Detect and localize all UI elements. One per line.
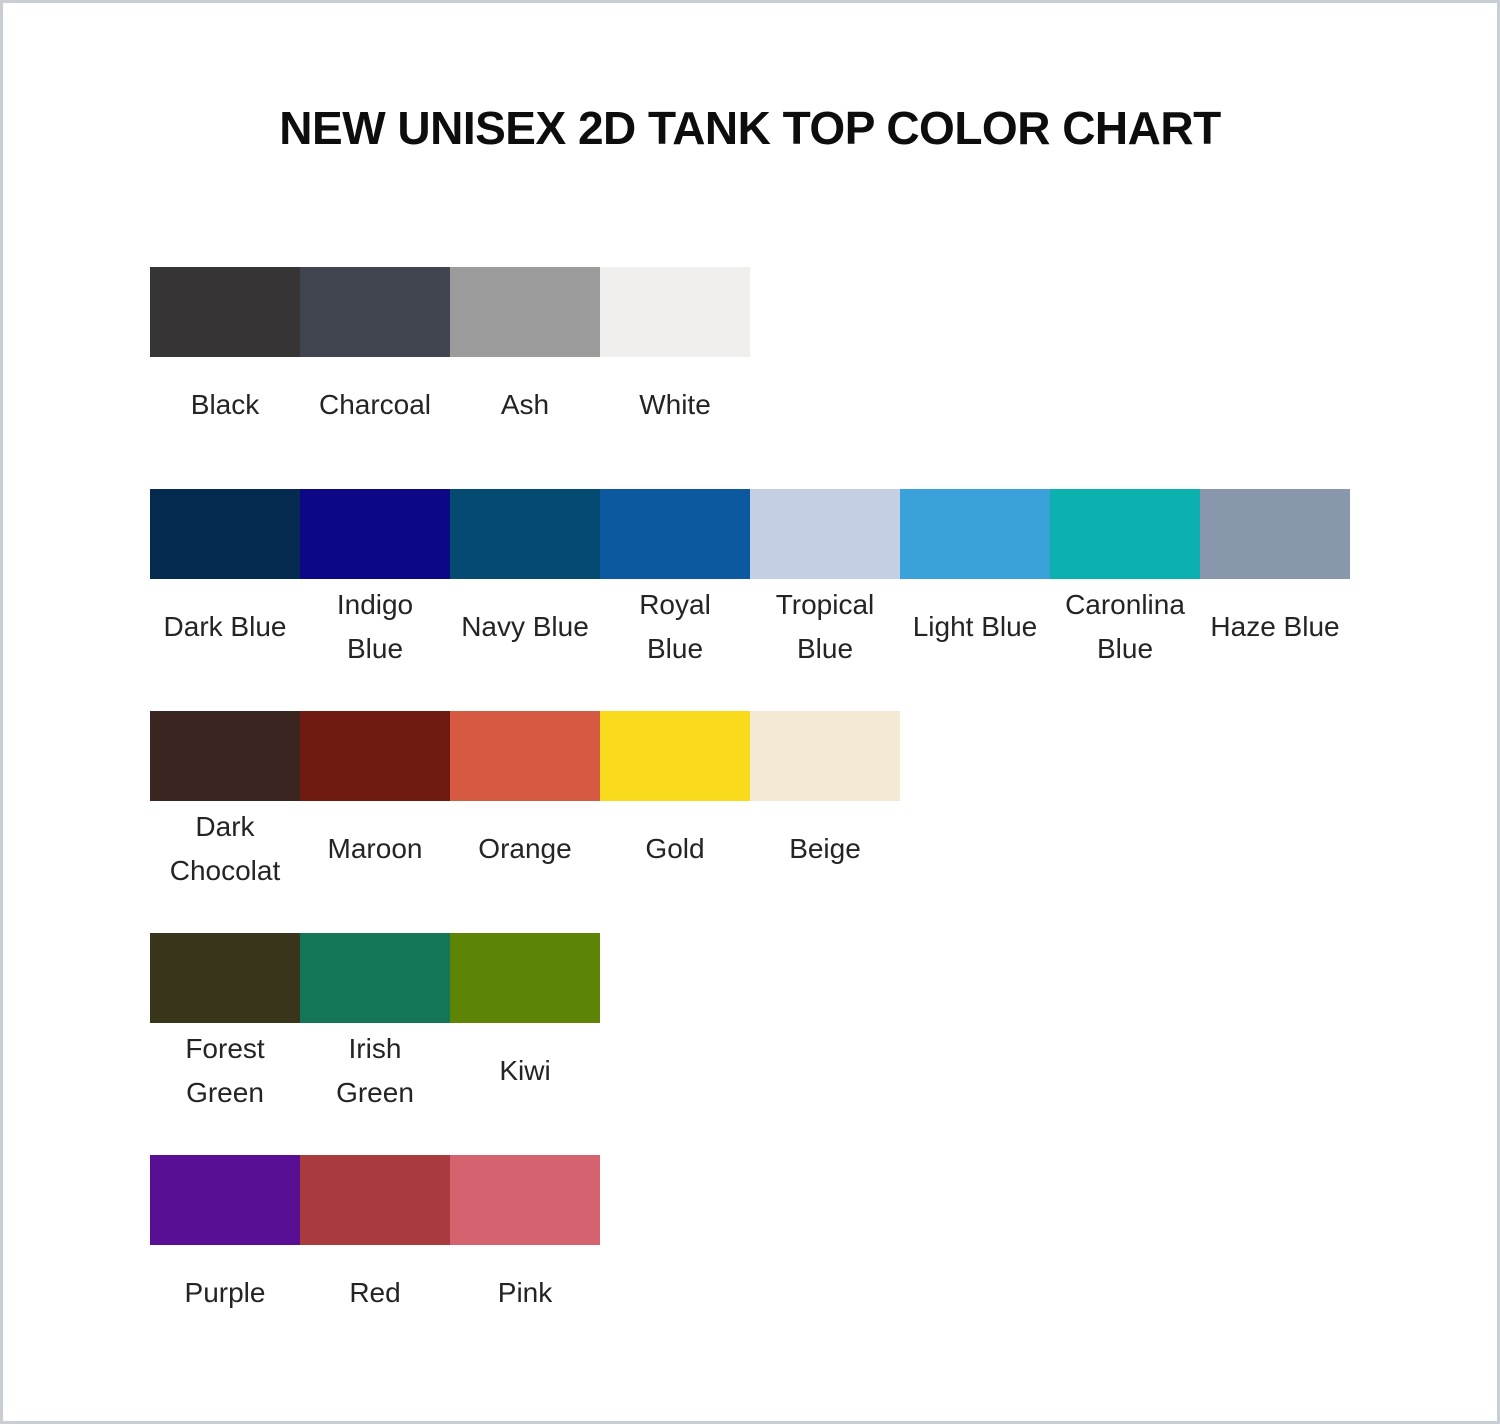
color-group-purples-reds: Purple Red Pink bbox=[150, 1155, 1497, 1341]
swatch-label-kiwi: Kiwi bbox=[499, 1055, 551, 1086]
swatch-irish-green bbox=[300, 933, 450, 1023]
swatch-dark-chocolat bbox=[150, 711, 300, 801]
swatch-haze-blue bbox=[1200, 489, 1350, 579]
swatch-label-purple: Purple bbox=[184, 1277, 266, 1308]
swatch-label-haze-blue: Haze Blue bbox=[1210, 611, 1340, 642]
swatch-tropical-blue bbox=[750, 489, 900, 579]
swatch-maroon bbox=[300, 711, 450, 801]
swatch-label-beige: Beige bbox=[789, 833, 861, 864]
swatch-beige bbox=[750, 711, 900, 801]
swatch-caronlina-blue bbox=[1050, 489, 1200, 579]
label-row-purples-reds: Purple Red Pink bbox=[150, 1245, 1497, 1341]
label-row-warm-tones: Dark Chocolat Maroon Orange Gold Beige bbox=[150, 801, 1497, 897]
swatch-label-pink: Pink bbox=[497, 1277, 553, 1308]
label-row-blues: Dark Blue Indigo Blue Navy Blue Royal Bl… bbox=[150, 579, 1497, 675]
color-group-neutrals: Black Charcoal Ash White bbox=[150, 267, 1497, 453]
swatch-pink bbox=[450, 1155, 600, 1245]
swatch-gold bbox=[600, 711, 750, 801]
label-row-neutrals: Black Charcoal Ash White bbox=[150, 357, 1497, 453]
label-row-greens: Forest Green Irish Green Kiwi bbox=[150, 1023, 1497, 1119]
swatch-label-maroon: Maroon bbox=[327, 833, 423, 864]
swatch-label-navy-blue: Navy Blue bbox=[461, 611, 589, 642]
swatch-label-irish-green: Irish Green bbox=[336, 1033, 414, 1108]
swatch-navy-blue bbox=[450, 489, 600, 579]
color-group-warm-tones: Dark Chocolat Maroon Orange Gold Beige bbox=[150, 711, 1497, 897]
page-title: NEW UNISEX 2D TANK TOP COLOR CHART bbox=[279, 102, 1221, 154]
swatch-row-blues bbox=[150, 489, 1497, 579]
swatch-row-purples-reds bbox=[150, 1155, 1497, 1245]
color-group-greens: Forest Green Irish Green Kiwi bbox=[150, 933, 1497, 1119]
swatch-black bbox=[150, 267, 300, 357]
swatch-label-charcoal: Charcoal bbox=[318, 389, 432, 420]
swatch-royal-blue bbox=[600, 489, 750, 579]
swatch-row-greens bbox=[150, 933, 1497, 1023]
swatch-label-forest-green: Forest Green bbox=[185, 1033, 265, 1108]
swatch-label-gold: Gold bbox=[645, 833, 705, 864]
swatch-indigo-blue bbox=[300, 489, 450, 579]
swatch-forest-green bbox=[150, 933, 300, 1023]
swatch-ash bbox=[450, 267, 600, 357]
swatch-dark-blue bbox=[150, 489, 300, 579]
swatch-label-dark-blue: Dark Blue bbox=[163, 611, 287, 642]
swatch-label-orange: Orange bbox=[478, 833, 572, 864]
color-group-blues: Dark Blue Indigo Blue Navy Blue Royal Bl… bbox=[150, 489, 1497, 675]
swatch-label-royal-blue: Royal Blue bbox=[639, 589, 711, 664]
swatch-label-light-blue: Light Blue bbox=[912, 611, 1038, 642]
swatch-label-ash: Ash bbox=[500, 389, 550, 420]
swatch-red bbox=[300, 1155, 450, 1245]
swatch-row-neutrals bbox=[150, 267, 1497, 357]
swatch-label-black: Black bbox=[190, 389, 260, 420]
swatch-kiwi bbox=[450, 933, 600, 1023]
swatch-label-dark-chocolat: Dark Chocolat bbox=[169, 811, 281, 886]
swatch-label-indigo-blue: Indigo Blue bbox=[336, 589, 414, 664]
swatch-light-blue bbox=[900, 489, 1050, 579]
swatch-label-white: White bbox=[639, 389, 711, 420]
swatch-purple bbox=[150, 1155, 300, 1245]
swatch-label-tropical-blue: Tropical Blue bbox=[775, 589, 875, 664]
swatch-label-caronlina-blue: Caronlina Blue bbox=[1065, 589, 1185, 664]
swatch-white bbox=[600, 267, 750, 357]
swatch-label-red: Red bbox=[349, 1277, 401, 1308]
swatch-orange bbox=[450, 711, 600, 801]
swatch-charcoal bbox=[300, 267, 450, 357]
swatch-row-warm-tones bbox=[150, 711, 1497, 801]
